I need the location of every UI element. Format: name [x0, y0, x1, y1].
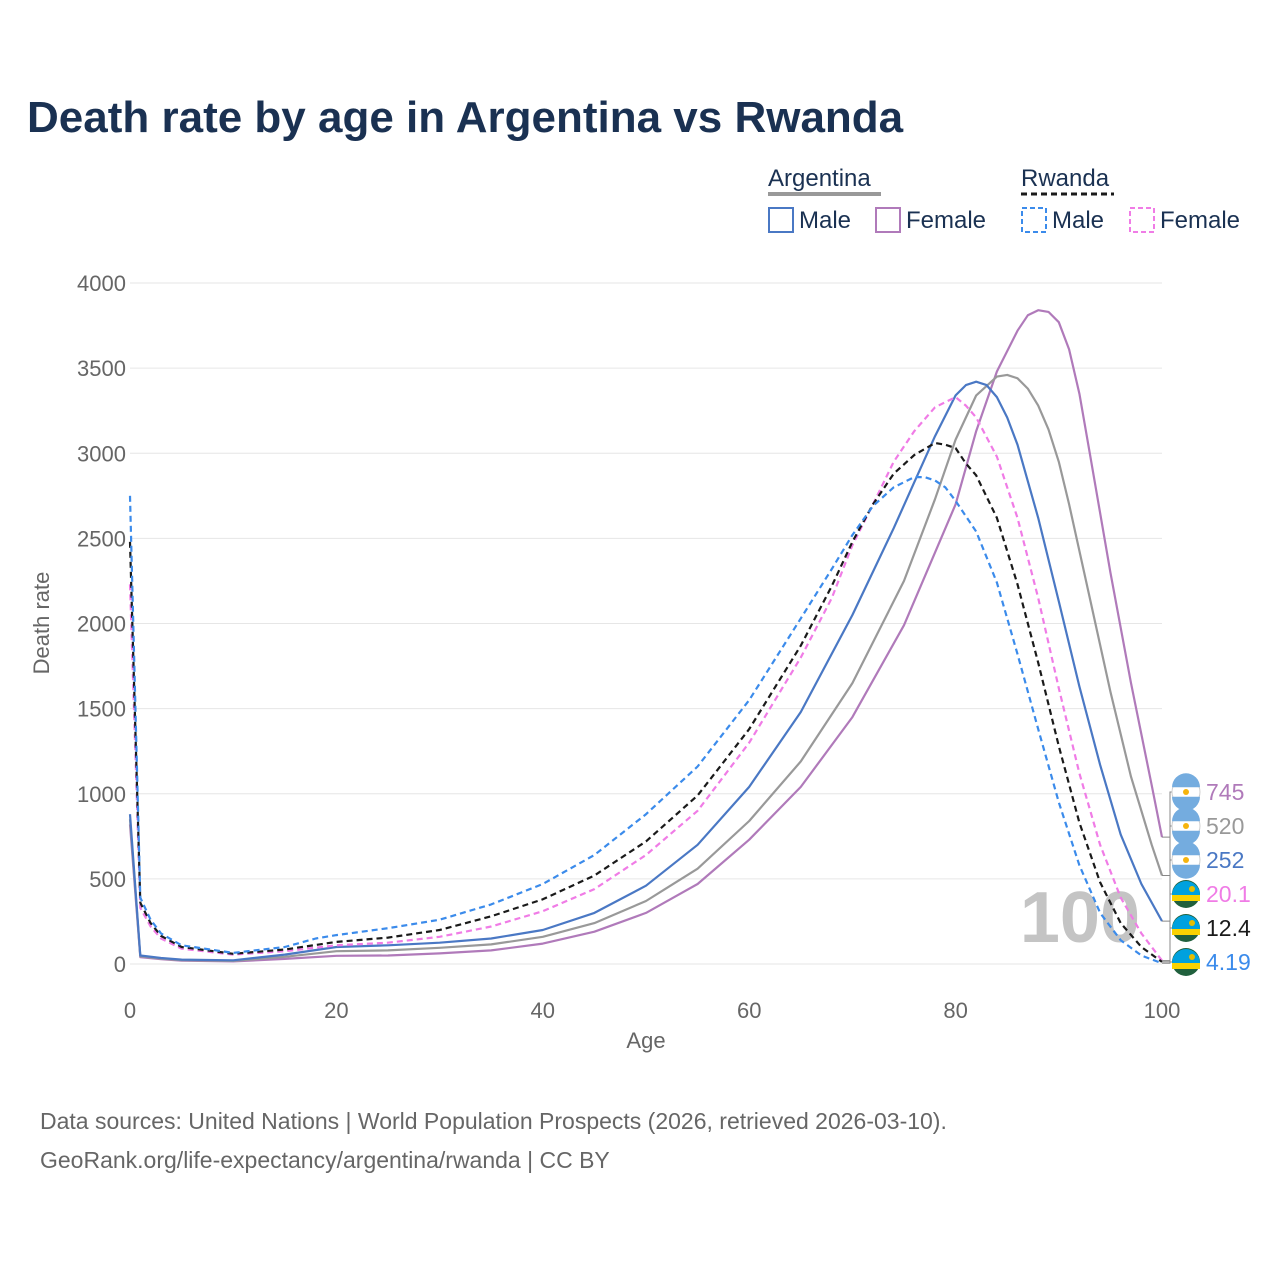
y-axis-ticks: 0 500 1000 1500 2000 2500 3000 3500 4000: [77, 271, 126, 977]
end-label-argentina-female: 745: [1206, 779, 1244, 805]
y-axis-label: Death rate: [29, 572, 54, 675]
end-label-argentina-total: 520: [1206, 813, 1244, 839]
rwanda-flag-icon: [1172, 880, 1200, 908]
y-tick-1000: 1000: [77, 782, 126, 807]
legend-rwanda-female-swatch[interactable]: [1129, 207, 1155, 233]
end-label-argentina-male: 252: [1206, 847, 1244, 873]
footer-sources: Data sources: United Nations | World Pop…: [40, 1108, 947, 1134]
y-tick-1500: 1500: [77, 697, 126, 722]
argentina-flag-icon: [1171, 807, 1201, 845]
end-connector-argentina-male: [1162, 859, 1174, 922]
chart-title: Death rate by age in Argentina vs Rwanda: [27, 93, 904, 142]
grid: [130, 282, 1162, 965]
end-connector-argentina-total: [1162, 825, 1174, 876]
series-line-rwanda-female: [128, 396, 1163, 962]
end-label-rwanda-female: 20.1: [1206, 881, 1251, 907]
argentina-flag-icon: [1171, 841, 1201, 879]
rwanda-flag-icon: [1172, 948, 1200, 976]
end-labels: 745 520 252 20.1 12.4 4.19: [1162, 773, 1251, 976]
end-label-rwanda-male: 4.19: [1206, 949, 1251, 975]
y-tick-2000: 2000: [77, 612, 126, 637]
year-watermark: 100: [1020, 878, 1140, 958]
x-tick-0: 0: [124, 998, 136, 1023]
x-tick-20: 20: [324, 998, 348, 1023]
x-axis-ticks: 0 20 40 60 80 100: [124, 998, 1180, 1023]
legend-group-rwanda-label: Rwanda: [1021, 165, 1110, 192]
y-tick-3000: 3000: [77, 441, 126, 466]
x-axis-label: Age: [626, 1028, 665, 1053]
legend-rwanda-male-swatch[interactable]: [1021, 207, 1047, 233]
legend-group-rwanda: Rwanda Male Female: [1021, 165, 1240, 234]
legend-group-argentina: Argentina Male Female: [768, 165, 986, 234]
legend-argentina-male-label[interactable]: Male: [799, 207, 851, 234]
y-tick-4000: 4000: [77, 271, 126, 296]
y-tick-500: 500: [89, 867, 126, 892]
legend-argentina-male-swatch[interactable]: [768, 207, 794, 233]
x-tick-80: 80: [943, 998, 967, 1023]
footer-link[interactable]: GeoRank.org/life-expectancy/argentina/rw…: [40, 1147, 610, 1173]
end-label-rwanda-total: 12.4: [1206, 915, 1251, 941]
x-tick-60: 60: [737, 998, 761, 1023]
legend-argentina-female-label[interactable]: Female: [906, 207, 986, 234]
legend-rwanda-male-label[interactable]: Male: [1052, 207, 1104, 234]
y-tick-3500: 3500: [77, 356, 126, 381]
legend-argentina-female-swatch[interactable]: [875, 207, 901, 233]
argentina-flag-icon: [1171, 773, 1201, 811]
series-lines: [128, 309, 1164, 965]
x-tick-40: 40: [531, 998, 555, 1023]
series-line-rwanda-total: [128, 441, 1163, 963]
rwanda-flag-icon: [1172, 914, 1200, 942]
series-line-argentina-female: [128, 309, 1164, 963]
legend-group-argentina-label: Argentina: [768, 165, 871, 192]
x-tick-100: 100: [1144, 998, 1181, 1023]
legend: Argentina Male Female Rwanda Male Female: [768, 165, 1240, 234]
y-tick-0: 0: [114, 952, 126, 977]
y-tick-2500: 2500: [77, 526, 126, 551]
series-line-argentina-total: [128, 373, 1164, 962]
legend-rwanda-female-label[interactable]: Female: [1160, 207, 1240, 234]
series-line-argentina-male: [128, 380, 1163, 962]
series-line-rwanda-male: [128, 476, 1163, 965]
